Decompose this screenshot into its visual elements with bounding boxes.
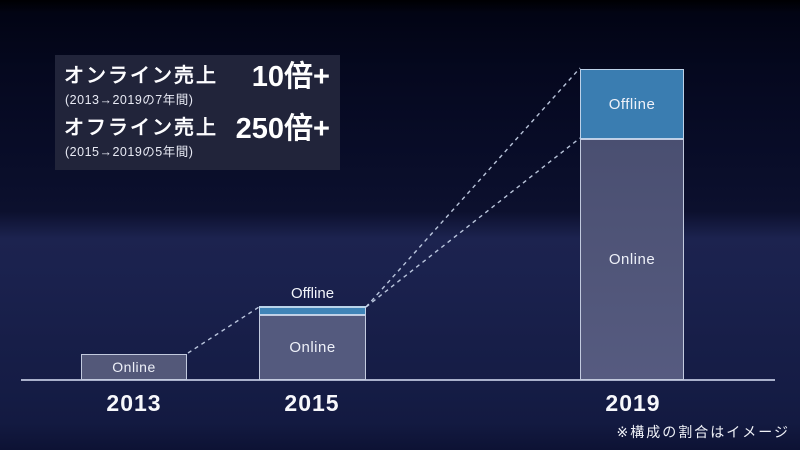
bar-2019-online-segment: Online xyxy=(580,139,684,380)
online-growth-metric: オンライン売上 10倍+ xyxy=(64,63,330,92)
offline-growth-label: オフライン売上 xyxy=(64,117,218,139)
offline-growth-value: 250倍+ xyxy=(235,113,330,145)
online-growth-value: 10倍+ xyxy=(251,61,330,93)
bar-2013-online-segment: Online xyxy=(81,354,187,380)
bar-2015-offline-segment xyxy=(259,306,366,315)
x-axis-label-2013: 2013 xyxy=(106,390,162,416)
x-axis-line xyxy=(21,379,775,381)
offline-growth-metric: オフライン売上 250倍+ xyxy=(64,115,330,144)
bar-2013-online-label: Online xyxy=(112,359,156,375)
x-axis-label-2019: 2019 xyxy=(605,390,661,416)
bar-2015-online-segment: Online xyxy=(259,315,366,380)
bar-2015-offline-label: Offline xyxy=(290,285,335,302)
growth-callout-box: オンライン売上 10倍+ (2013→2019の7年間) オフライン売上 250… xyxy=(55,55,340,170)
bar-2019-offline-segment: Offline xyxy=(580,69,684,139)
x-axis-label-2015: 2015 xyxy=(284,390,340,416)
bar-2019-online-label: Online xyxy=(608,251,656,268)
trend-line-2015-2019-offline-top xyxy=(365,67,581,308)
offline-growth-period: (2015→2019の5年間) xyxy=(65,145,194,159)
bar-2019-offline-label: Offline xyxy=(608,95,656,113)
bar-2015-online-label: Online xyxy=(289,339,336,356)
online-growth-label: オンライン売上 xyxy=(64,65,218,87)
trend-line-2013-2015 xyxy=(187,306,260,354)
online-growth-period: (2013→2019の7年間) xyxy=(65,93,194,107)
footnote-caption: ※構成の割合はイメージ xyxy=(616,424,790,440)
trend-line-2015-2019-online-top xyxy=(365,137,581,308)
